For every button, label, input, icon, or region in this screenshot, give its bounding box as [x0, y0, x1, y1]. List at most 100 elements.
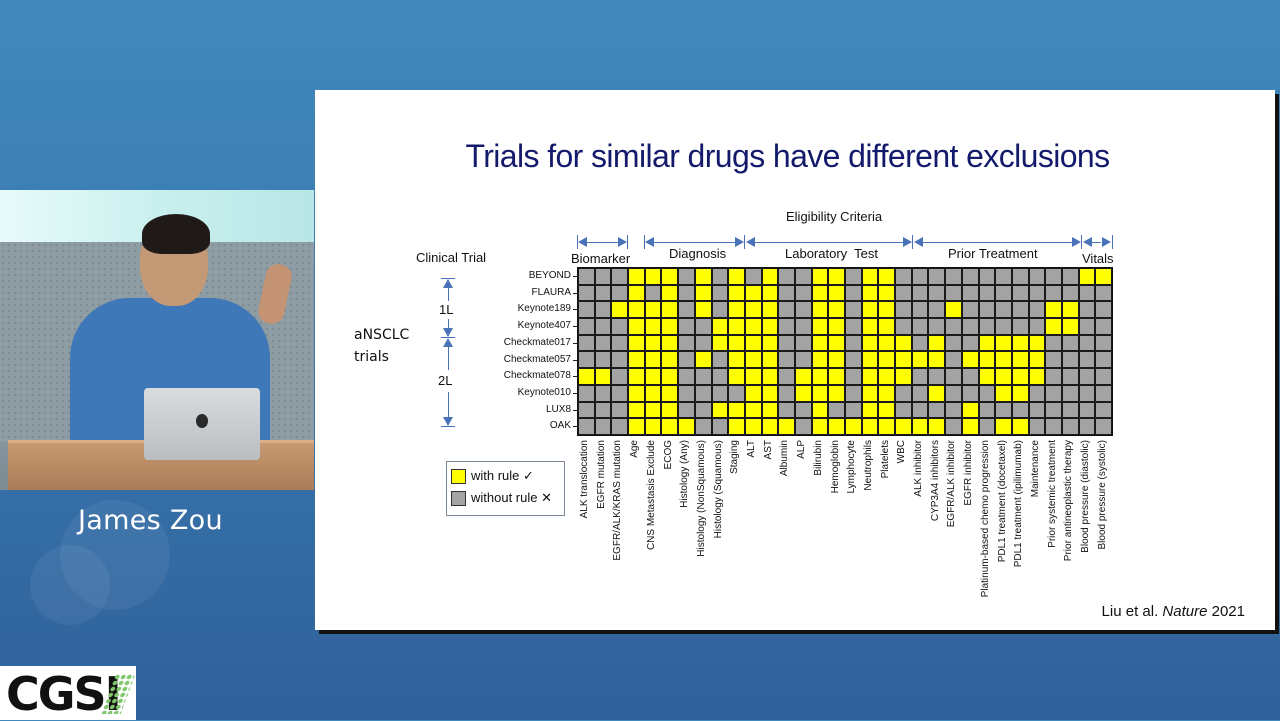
heatmap-cell: [578, 401, 595, 419]
heatmap-cell: [1045, 268, 1062, 285]
heatmap-cell: [828, 351, 845, 369]
heatmap-cell: [828, 318, 845, 335]
heatmap-cell: [661, 418, 679, 435]
heatmap-cell: [928, 318, 946, 335]
heatmap-cell: [978, 318, 996, 335]
heatmap-cell: [811, 401, 829, 419]
arrow-right-icon: [1072, 237, 1081, 247]
heatmap-cell: [644, 318, 662, 335]
heatmap-cell: [895, 284, 912, 302]
criteria-label: Platinum-based chemo progression: [979, 440, 991, 598]
heatmap-cell: [711, 301, 729, 319]
line-2l-arrow: [448, 346, 449, 370]
criteria-label: Histology (Any): [679, 440, 691, 508]
category-arrow-line: [650, 242, 742, 243]
heatmap-cell: [911, 318, 929, 335]
heatmap-cell: [861, 268, 879, 285]
heatmap-cell: [1095, 318, 1112, 335]
criteria-label: AST: [762, 440, 774, 460]
heatmap-cell: [928, 284, 946, 302]
criteria-label: ALT: [746, 440, 757, 458]
category-biomarker: Biomarker: [571, 251, 631, 266]
eligibility-criteria-header: Eligibility Criteria: [786, 209, 883, 224]
heatmap-cell: [728, 384, 745, 402]
heatmap-cell: [594, 334, 612, 352]
heatmap-cell: [594, 384, 612, 402]
heatmap-cell: [811, 368, 829, 385]
heatmap-cell: [895, 334, 912, 352]
heatmap-cell: [928, 401, 946, 419]
heatmap-cell: [1061, 268, 1079, 285]
heatmap-cell: [644, 351, 662, 369]
arrow-right-icon: [903, 237, 912, 247]
heatmap-cell: [594, 418, 612, 435]
heatmap-cell: [694, 318, 712, 335]
heatmap-cell: [628, 401, 645, 419]
heatmap-cell: [978, 268, 996, 285]
heatmap-cell: [1078, 268, 1096, 285]
heatmap-cell: [978, 384, 996, 402]
heatmap-cell: [945, 334, 962, 352]
heatmap-cell: [978, 418, 996, 435]
heatmap-cell: [845, 268, 862, 285]
heatmap-cell: [728, 418, 745, 435]
heatmap-cell: [845, 384, 862, 402]
heatmap-cell: [644, 268, 662, 285]
heatmap-cell: [1061, 284, 1079, 302]
heatmap-cell: [811, 301, 829, 319]
apple-logo-icon: [196, 414, 208, 428]
heatmap-cell: [744, 418, 762, 435]
heatmap-cell: [1011, 318, 1029, 335]
heatmap-cell: [878, 351, 896, 369]
heatmap-cell: [778, 284, 795, 302]
heatmap-cell: [878, 384, 896, 402]
heatmap-cell: [1011, 351, 1029, 369]
heatmap-cell: [928, 418, 946, 435]
heatmap-cell: [1078, 301, 1096, 319]
heatmap-cell: [911, 368, 929, 385]
heatmap-cell: [1061, 334, 1079, 352]
axis-tick: [573, 309, 577, 311]
heatmap-cell: [1095, 334, 1112, 352]
heatmap-cell: [628, 334, 645, 352]
trial-label: Keynote189: [517, 303, 571, 315]
legend-item-with-rule: with rule ✓: [451, 468, 534, 484]
heatmap-cell: [895, 384, 912, 402]
heatmap-cell: [861, 384, 879, 402]
category-bracket: [1081, 235, 1082, 249]
heatmap-cell: [761, 268, 779, 285]
heatmap-cell: [628, 351, 645, 369]
criteria-label: CNS Metastasis Exclude: [645, 440, 657, 551]
heatmap-cell: [1045, 384, 1062, 402]
heatmap-cell: [661, 334, 679, 352]
trial-label: Keynote407: [517, 320, 571, 332]
axis-tick: [573, 392, 577, 394]
heatmap-cell: [594, 401, 612, 419]
heatmap-cell: [878, 318, 896, 335]
heatmap-cell: [661, 401, 679, 419]
heatmap-cell: [845, 351, 862, 369]
legend: with rule ✓ without rule ✕: [446, 461, 565, 516]
heatmap-cell: [961, 368, 979, 385]
heatmap-cell: [995, 418, 1012, 435]
heatmap-cell: [728, 351, 745, 369]
heatmap-cell: [961, 351, 979, 369]
legend-with-rule-label: with rule ✓: [471, 468, 534, 483]
citation-year: 2021: [1207, 603, 1245, 620]
heatmap-cell: [711, 284, 729, 302]
heatmap-cell: [628, 268, 645, 285]
heatmap-cell: [1061, 301, 1079, 319]
heatmap-cell: [678, 318, 695, 335]
heatmap-cell: [945, 418, 962, 435]
heatmap-cell: [728, 284, 745, 302]
heatmap-cell: [661, 384, 679, 402]
heatmap-cell: [611, 284, 629, 302]
heatmap-cell: [794, 334, 812, 352]
heatmap-cell: [995, 334, 1012, 352]
heatmap-cell: [878, 301, 896, 319]
category-bracket: [912, 235, 913, 249]
heatmap-cell: [995, 384, 1012, 402]
heatmap-cell: [961, 334, 979, 352]
category-arrow-line: [583, 242, 625, 243]
heatmap-cell: [811, 334, 829, 352]
